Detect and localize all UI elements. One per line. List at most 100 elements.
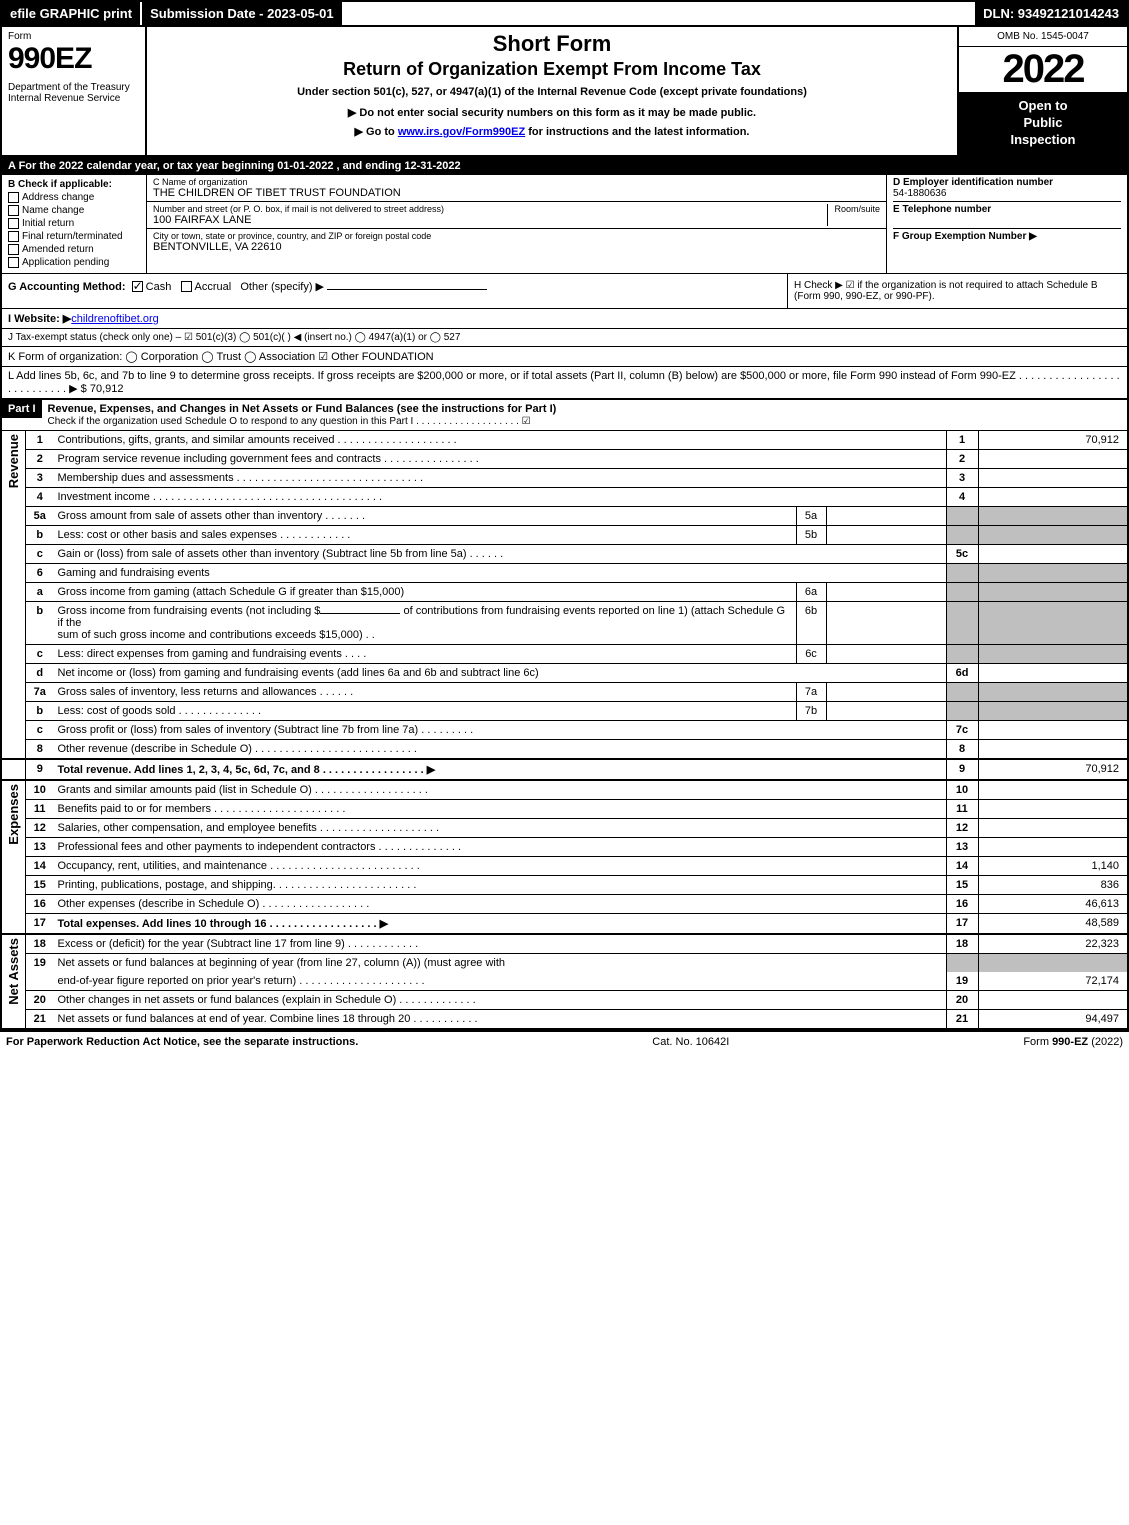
line-19-desc-1: Net assets or fund balances at beginning… [54,953,947,972]
line-1-desc: Contributions, gifts, grants, and simila… [54,431,947,450]
irs-link[interactable]: www.irs.gov/Form990EZ [398,126,525,138]
line-3-amount [978,468,1128,487]
line-16-amount: 46,613 [978,894,1128,913]
efile-label: efile GRAPHIC print [2,2,140,25]
part-1-label: Part I [2,400,42,418]
line-6d-amount [978,663,1128,682]
dln: DLN: 93492121014243 [975,2,1127,25]
lines-table: Revenue 1 Contributions, gifts, grants, … [0,431,1129,1030]
form-label: Form [8,31,139,42]
instruction-2: ▶ Go to www.irs.gov/Form990EZ for instru… [153,125,951,138]
line-21-amount: 94,497 [978,1009,1128,1029]
line-14-desc: Occupancy, rent, utilities, and maintena… [54,856,947,875]
line-17-desc: Total expenses. Add lines 10 through 16 … [54,913,947,934]
gross-receipts-amount: 70,912 [90,383,124,395]
footer-right: Form 990-EZ (2022) [1023,1036,1123,1048]
line-19-desc-2: end-of-year figure reported on prior yea… [54,972,947,991]
open-to-public-badge: Open to Public Inspection [959,92,1127,155]
footer: For Paperwork Reduction Act Notice, see … [0,1030,1129,1052]
line-20-desc: Other changes in net assets or fund bala… [54,990,947,1009]
ein: 54-1880636 [893,188,1121,199]
line-6b-desc: Gross income from fundraising events (no… [54,601,797,644]
line-17-amount: 48,589 [978,913,1128,934]
section-b: B Check if applicable: Address change Na… [2,175,147,273]
title-short-form: Short Form [153,31,951,57]
line-7c-desc: Gross profit or (loss) from sales of inv… [54,720,947,739]
line-16-desc: Other expenses (describe in Schedule O) … [54,894,947,913]
line-6a-subval [826,582,946,601]
submission-date: Submission Date - 2023-05-01 [140,2,342,25]
header-center: Short Form Return of Organization Exempt… [147,27,957,155]
line-21-desc: Net assets or fund balances at end of ye… [54,1009,947,1029]
line-6b-subval [826,601,946,644]
line-2-amount [978,449,1128,468]
room-suite-label: Room/suite [834,204,880,214]
form-number: 990EZ [8,42,139,76]
e-telephone-label: E Telephone number [893,204,1121,215]
section-def: D Employer identification number 54-1880… [887,175,1127,273]
line-10-desc: Grants and similar amounts paid (list in… [54,780,947,800]
line-4-amount [978,487,1128,506]
b-heading: B Check if applicable: [8,179,140,190]
line-12-amount [978,818,1128,837]
c-city-label: City or town, state or province, country… [153,231,880,241]
row-k-form-of-org: K Form of organization: ◯ Corporation ◯ … [0,347,1129,367]
footer-left: For Paperwork Reduction Act Notice, see … [6,1036,358,1048]
line-7a-desc: Gross sales of inventory, less returns a… [54,682,797,701]
line-11-amount [978,799,1128,818]
revenue-side-label: Revenue [1,431,26,759]
line-7c-amount [978,720,1128,739]
check-address-change[interactable]: Address change [8,192,140,203]
line-7a-subval [826,682,946,701]
check-initial-return[interactable]: Initial return [8,218,140,229]
check-application-pending[interactable]: Application pending [8,257,140,268]
line-8-amount [978,739,1128,759]
website-link[interactable]: childrenoftibet.org [71,313,158,325]
form-header: Form 990EZ Department of the Treasury In… [0,27,1129,157]
header-left: Form 990EZ Department of the Treasury In… [2,27,147,155]
check-accrual[interactable] [181,281,192,292]
row-a-tax-year: A For the 2022 calendar year, or tax yea… [0,157,1129,175]
line-6c-subval [826,644,946,663]
omb-number: OMB No. 1545-0047 [959,27,1127,47]
other-specify-line [327,289,487,290]
footer-center: Cat. No. 10642I [358,1036,1023,1048]
line-8-desc: Other revenue (describe in Schedule O) .… [54,739,947,759]
line-5a-desc: Gross amount from sale of assets other t… [54,506,797,525]
line-6d-desc: Net income or (loss) from gaming and fun… [54,663,947,682]
net-assets-side-label: Net Assets [1,934,26,1029]
tax-year: 2022 [959,47,1127,92]
section-g: G Accounting Method: Cash Accrual Other … [2,274,787,308]
line-15-desc: Printing, publications, postage, and shi… [54,875,947,894]
line-9-amount: 70,912 [978,759,1128,780]
check-cash[interactable] [132,281,143,292]
line-2-desc: Program service revenue including govern… [54,449,947,468]
subtitle: Under section 501(c), 527, or 4947(a)(1)… [153,86,951,98]
line-5c-amount [978,544,1128,563]
check-amended-return[interactable]: Amended return [8,244,140,255]
line-7b-desc: Less: cost of goods sold . . . . . . . .… [54,701,797,720]
org-street: 100 FAIRFAX LANE [153,214,444,226]
line-6a-desc: Gross income from gaming (attach Schedul… [54,582,797,601]
part-1-header: Part I Revenue, Expenses, and Changes in… [0,400,1129,431]
c-name-label: C Name of organization [153,177,880,187]
top-bar: efile GRAPHIC print Submission Date - 20… [0,0,1129,27]
line-20-amount [978,990,1128,1009]
line-18-desc: Excess or (deficit) for the year (Subtra… [54,934,947,954]
row-l-gross-receipts: L Add lines 5b, 6c, and 7b to line 9 to … [0,367,1129,400]
expenses-side-label: Expenses [1,780,26,934]
check-final-return[interactable]: Final return/terminated [8,231,140,242]
line-14-amount: 1,140 [978,856,1128,875]
line-13-amount [978,837,1128,856]
instruction-1: ▶ Do not enter social security numbers o… [153,106,951,119]
check-name-change[interactable]: Name change [8,205,140,216]
c-addr-label: Number and street (or P. O. box, if mail… [153,204,444,214]
line-4-desc: Investment income . . . . . . . . . . . … [54,487,947,506]
line-7b-subval [826,701,946,720]
row-j-tax-exempt: J Tax-exempt status (check only one) – ☑… [0,329,1129,347]
section-h: H Check ▶ ☑ if the organization is not r… [787,274,1127,308]
line-19-amount: 72,174 [978,972,1128,991]
line-5b-desc: Less: cost or other basis and sales expe… [54,525,797,544]
line-18-amount: 22,323 [978,934,1128,954]
line-5a-subval [826,506,946,525]
